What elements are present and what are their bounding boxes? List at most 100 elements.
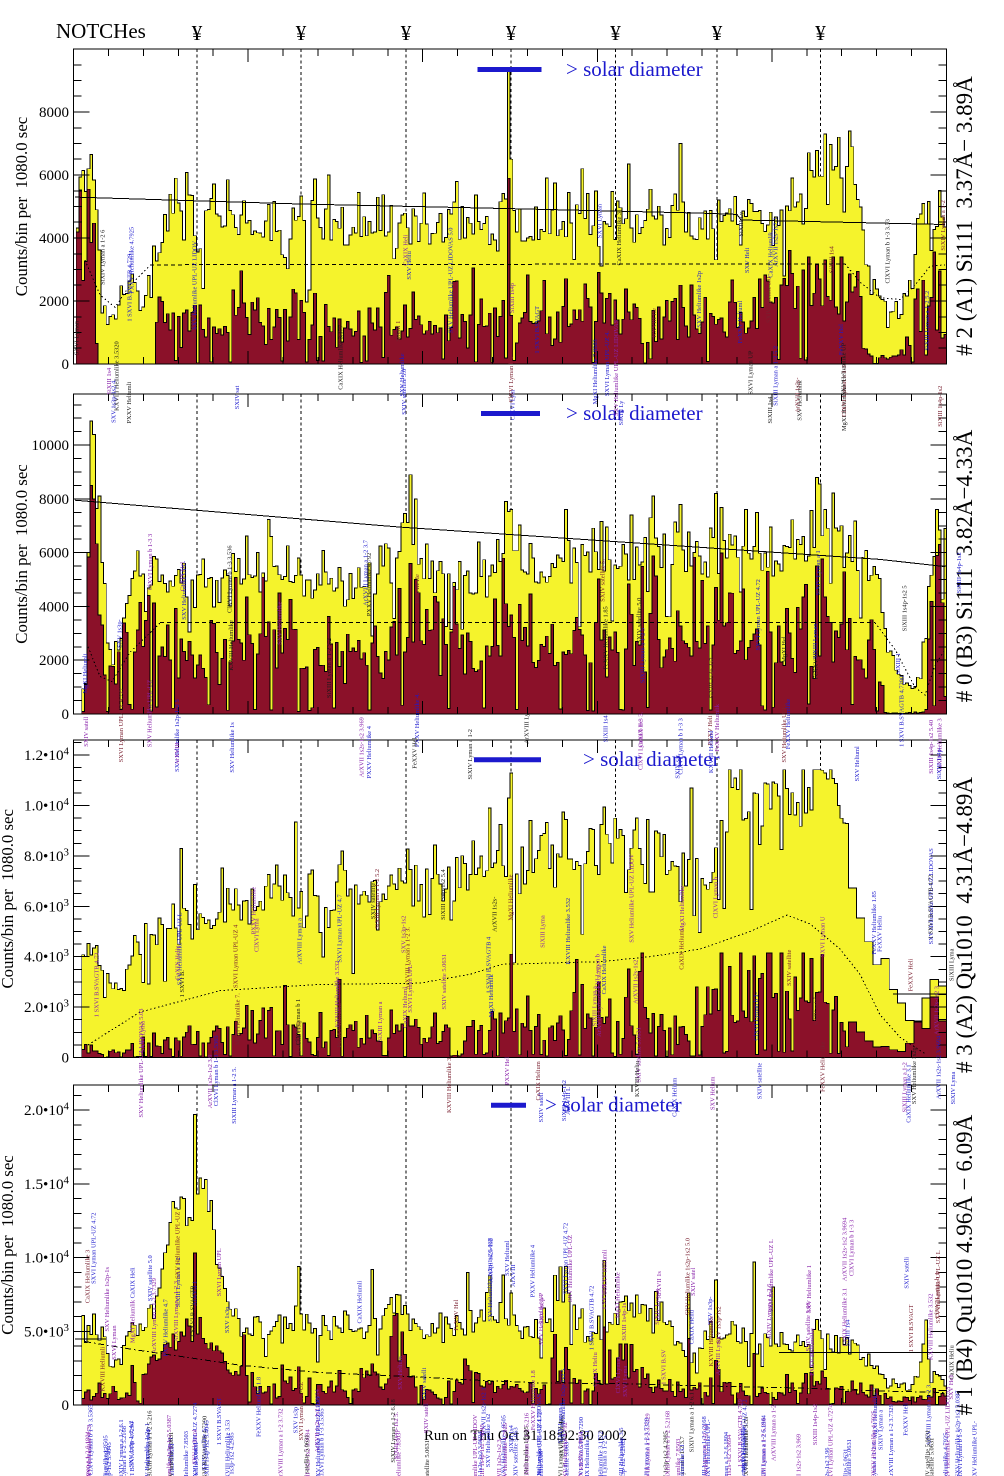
svg-text:CaXIX Heliu: CaXIX Heliu bbox=[949, 1345, 956, 1380]
svg-text:SiXIV Lyman a 1-2 6.18: SiXIV Lyman a 1-2 6.18 bbox=[390, 1399, 397, 1462]
svg-text:ArXVIII Lyman a 1-2 3.7329: ArXVIII Lyman a 1-2 3.7329 bbox=[888, 1404, 895, 1476]
svg-text:ArXVII 1s2s-1s2 3.9694: ArXVII 1s2s-1s2 3.9694 bbox=[304, 1429, 311, 1476]
svg-text:CaXIX Heliumlike 3.1: CaXIX Heliumlike 3.1 bbox=[842, 1288, 849, 1346]
svg-text:SXIV satelli: SXIV satelli bbox=[904, 1257, 911, 1289]
svg-text:SXV 1s3p-1s2 4.2985: SXV 1s3p-1s2 4.2985 bbox=[662, 1431, 669, 1476]
svg-text:ArXVIII: ArXVIII bbox=[510, 1265, 517, 1287]
svg-text:ArXVII 1s2s-1s2 3: ArXVII 1s2s-1s2 3 bbox=[934, 986, 941, 1035]
svg-text:SXV Heliumlike UPL-UZ L: SXV Heliumlike UPL-UZ L bbox=[177, 912, 184, 985]
svg-text:ArXVIII Lyman a 1-2 3.7: ArXVIII Lyman a 1-2 3.7 bbox=[679, 1435, 686, 1476]
svg-text:SiXIV Lyman a 1-2 6: SiXIV Lyman a 1-2 6 bbox=[766, 1284, 773, 1339]
svg-text:SXIV satellite 5.063: SXIV satellite 5.063 bbox=[564, 1442, 571, 1476]
svg-text:CaXIX Hel: CaXIX Hel bbox=[179, 562, 186, 592]
svg-text:CaXIX Heliumlike 3: CaXIX Heliumlike 3 bbox=[84, 1250, 91, 1304]
svg-text:MgXI Heliumlike 7.8503: MgXI Heliumlike 7.8503 bbox=[396, 1433, 403, 1476]
svg-text:SXV Heliu: SXV Heliu bbox=[406, 250, 413, 279]
svg-text:SXVI Lyman UPL-UZ 4.7: SXVI Lyman UPL-UZ 4.7 bbox=[337, 894, 344, 963]
svg-text:CaXIX Heli: CaXIX Heli bbox=[296, 1021, 303, 1052]
svg-text:SXV Heliumlik: SXV Heliumlik bbox=[797, 380, 804, 421]
svg-text:ArXVII 1s2s-1s2: ArXVII 1s2s-1s2 bbox=[487, 1238, 494, 1282]
svg-text:SXV Heliumlike UPL-UZ LIDOVAS: SXV Heliumlike UPL-UZ LIDOVAS 5.0 bbox=[447, 228, 454, 334]
svg-text:KXVIII Heliumlike 3.5: KXVIII Heliumlike 3.5 bbox=[618, 1428, 625, 1476]
svg-text:1 SXVI B.SVAGTB 4.72: 1 SXVI B.SVAGTB 4.72 bbox=[94, 953, 101, 1018]
svg-text:SXVI Lyman UPL: SXVI Lyman UPL bbox=[216, 1248, 223, 1296]
svg-text:PXXV Heliumlike: PXXV Heliumlike bbox=[809, 1328, 816, 1376]
svg-text:1 SXVI B.SVAGTB 4.729: 1 SXVI B.SVAGTB 4.729 bbox=[126, 254, 133, 322]
svg-text:# 0 (B3) Si111 3.82Å−4.33Å: # 0 (B3) Si111 3.82Å−4.33Å bbox=[952, 429, 977, 702]
svg-text:SXIV satellite 5.063: SXIV satellite 5.063 bbox=[513, 1427, 520, 1476]
svg-text:Counts/bin per 1080.0 sec: Counts/bin per 1080.0 sec bbox=[0, 809, 17, 988]
svg-text:Run on Thu Oct 31 18:02:30 200: Run on Thu Oct 31 18:02:30 2002 bbox=[424, 1428, 627, 1444]
svg-text:SiXIV Lyman a: SiXIV Lyman a bbox=[878, 1410, 885, 1451]
svg-text:ClXVI Lyman b 1-3 3.536: ClXVI Lyman b 1-3 3.536 bbox=[227, 545, 234, 613]
svg-text:SiXIII 1s4p-1s2: SiXIII 1s4p-1s2 bbox=[561, 1080, 568, 1121]
svg-text:FeXXV Heliumlike: FeXXV Heliumlike bbox=[819, 1041, 826, 1092]
svg-text:SXV 1s3p-1s2: SXV 1s3p-1s2 bbox=[715, 1306, 722, 1343]
svg-text:SiXIII 1s4p-1s2: SiXIII 1s4p-1s2 bbox=[709, 657, 716, 698]
svg-text:CaXIX Heliu: CaXIX Heliu bbox=[175, 945, 182, 980]
svg-text:SXV Heliumlike UPL-UZ LI: SXV Heliumlike UPL-UZ LI bbox=[703, 1425, 710, 1476]
svg-text:SiXIII 1s4: SiXIII 1s4 bbox=[603, 714, 610, 742]
svg-text:SXV 1s3p-: SXV 1s3p- bbox=[538, 1296, 545, 1324]
svg-text:SXV Heliumlike UPL-UZ LIDOV: SXV Heliumlike UPL-UZ LIDOV bbox=[472, 1414, 479, 1476]
svg-text:SXIV satell: SXIV satell bbox=[423, 1403, 430, 1433]
svg-text:SXIV satell: SXIV satell bbox=[83, 717, 90, 747]
svg-text:SXIV satellite 5.0631: SXIV satellite 5.0631 bbox=[441, 954, 448, 1009]
svg-text:SXIV satellite 5.0631: SXIV satellite 5.0631 bbox=[846, 1439, 853, 1476]
svg-text:2.0•103: 2.0•103 bbox=[24, 998, 70, 1017]
svg-text:1 SXVI B.SVAGTB 4: 1 SXVI B.SVAGTB 4 bbox=[486, 936, 493, 994]
svg-text:FeXXV Heliumlike 1.8: FeXXV Heliumlike 1.8 bbox=[530, 1370, 537, 1430]
svg-text:CaXIX Heli: CaXIX Heli bbox=[403, 234, 410, 265]
svg-text:SiXIV Lyman a 1-2 6.1804: SiXIV Lyman a 1-2 6.1804 bbox=[85, 1431, 92, 1476]
svg-text:0: 0 bbox=[62, 707, 70, 723]
svg-text:SiXIV Lyman a 1-2 6.1804: SiXIV Lyman a 1-2 6.1804 bbox=[723, 1431, 730, 1476]
svg-text:ArXVII 1s2s-1s2 3: ArXVII 1s2s-1s2 3 bbox=[481, 1388, 488, 1437]
svg-text:SXV Heliumlike UPL-UZ L: SXV Heliumlike UPL-UZ L bbox=[768, 1239, 775, 1312]
svg-text:> solar diameter: > solar diameter bbox=[583, 747, 720, 771]
svg-text:ClXVI Lyman b 1-3 3.53: ClXVI Lyman b 1-3 3.53 bbox=[884, 219, 891, 283]
svg-text:ArXVIII Lyman a 1-2 3.7329: ArXVIII Lyman a 1-2 3.7329 bbox=[151, 1278, 158, 1353]
svg-text:SiXIV Lyman: SiXIV Lyman bbox=[654, 1288, 661, 1325]
svg-text:> solar diameter: > solar diameter bbox=[566, 57, 703, 81]
svg-text:ArXVII 1s: ArXVII 1s bbox=[656, 1271, 663, 1299]
svg-text:SiXIV Lyman: SiXIV Lyman bbox=[145, 1428, 152, 1465]
svg-text:0: 0 bbox=[62, 357, 70, 373]
svg-text:SXV 1s3p-1s2 4.: SXV 1s3p-1s2 4. bbox=[111, 379, 118, 423]
svg-text:KXVIII Heliumlike 3.5320: KXVIII Heliumlike 3.5320 bbox=[114, 341, 121, 411]
svg-text:SXV Heliumlike 1s2p-1s2 5.0: SXV Heliumlike 1s2p-1s2 5.0 bbox=[685, 1238, 692, 1315]
svg-text:SXVI Lyman UPL-UZ 4.727: SXVI Lyman UPL-UZ 4.727 bbox=[536, 1408, 543, 1476]
svg-text:1 SXVI B.SVAGT: 1 SXVI B.SVAGT bbox=[534, 306, 541, 354]
svg-text:SiXIII Lyman a 1-2 5: SiXIII Lyman a 1-2 5 bbox=[640, 628, 647, 683]
svg-text:SXV Heliumlike UPL-UZ LIDOV: SXV Heliumlike UPL-UZ LIDOV bbox=[192, 241, 199, 330]
svg-text:SXIV satellite 5.: SXIV satellite 5. bbox=[201, 1427, 208, 1470]
svg-text:SXV Heliumlike UPL-UZ LIDO: SXV Heliumlike UPL-UZ LIDO bbox=[315, 1396, 322, 1476]
svg-text:PXXV Heliumlike 4.7925: PXXV Heliumlike 4.7925 bbox=[502, 1423, 509, 1476]
svg-text:SXIV satellite 5.0631: SXIV satellite 5.0631 bbox=[578, 1431, 585, 1476]
svg-text:¥: ¥ bbox=[815, 21, 826, 45]
svg-text:SiXIII 1s4: SiXIII 1s4 bbox=[767, 396, 774, 424]
svg-text:SiXIII 1s4p-1s2 5.4045: SiXIII 1s4p-1s2 5.4045 bbox=[479, 1424, 486, 1476]
svg-text:PXXV Heliumlike 4.792: PXXV Heliumlike 4.792 bbox=[366, 553, 373, 617]
svg-text:FeXXV Heliumlike 1.8: FeXXV Heliumlike 1.8 bbox=[256, 1377, 263, 1437]
svg-text:ArXVIII Ly: ArXVIII Ly bbox=[523, 712, 530, 744]
svg-text:SiXIII 1s4p-1s2: SiXIII 1s4p-1s2 bbox=[812, 1404, 819, 1445]
svg-text:CaXIX Heliumlike 3.1: CaXIX Heliumlike 3.1 bbox=[584, 1430, 591, 1476]
svg-text:CaXIX Heliu: CaXIX Heliu bbox=[592, 1352, 599, 1387]
svg-text:ClXVI Lyman b: ClXVI Lyman b bbox=[712, 877, 719, 919]
svg-text:SXIV satel: SXIV satel bbox=[690, 1267, 697, 1295]
svg-text:SXIV sat: SXIV sat bbox=[674, 755, 681, 779]
svg-text:KXVIII H: KXVIII H bbox=[168, 1437, 175, 1464]
svg-text:KXVIII Heliumlike: KXVIII Heliumlike bbox=[708, 1316, 715, 1367]
svg-text:¥: ¥ bbox=[401, 21, 412, 45]
svg-text:SiXIII Lyma: SiXIII Lyma bbox=[949, 948, 956, 981]
svg-text:ArXVII 1s2s-1s2 3.9694: ArXVII 1s2s-1s2 3.9694 bbox=[477, 1431, 484, 1476]
svg-text:SiXIII 1s4: SiXIII 1s4 bbox=[829, 245, 836, 273]
svg-text:SiXIII 1s4: SiXIII 1s4 bbox=[844, 1319, 851, 1347]
svg-text:SiXIII Ly: SiXIII Ly bbox=[618, 400, 625, 425]
svg-text:FeXXV Hel: FeXXV Hel bbox=[412, 738, 419, 769]
svg-text:CaXIX Helium: CaXIX Helium bbox=[671, 1078, 678, 1117]
svg-text:FeXXV Heliumlike: FeXXV Heliumlike bbox=[785, 699, 792, 750]
svg-text:SXIV satellite 5.0631: SXIV satellite 5.0631 bbox=[424, 1440, 431, 1476]
svg-text:SXIV satellite 5.0631: SXIV satellite 5.0631 bbox=[635, 1027, 642, 1082]
svg-text:CaXIX Heliuml: CaXIX Heliuml bbox=[678, 929, 685, 970]
